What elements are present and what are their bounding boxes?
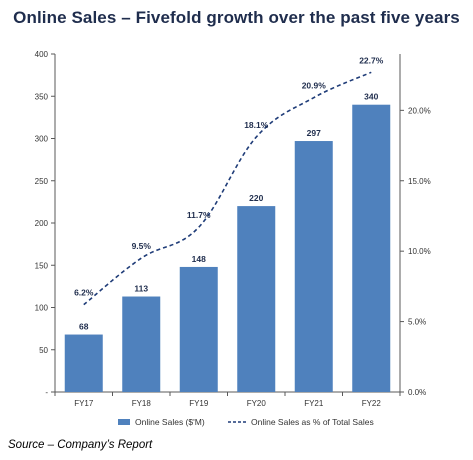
data-labels: 68 113 148 220 297 340 6.2% 9.5% 11.7% 18.1% 20.9%…: [74, 55, 384, 331]
y-right-tick-label: 10.0%: [408, 247, 431, 256]
y-right-tick-label: 5.0%: [408, 318, 426, 327]
bar: [64, 334, 103, 392]
y-left-tick-label: 300: [35, 135, 49, 144]
x-tick-label: FY20: [247, 399, 267, 408]
y-right-tick-label: 20.0%: [408, 106, 431, 115]
bar: [294, 141, 333, 392]
y-right-tick-label: 15.0%: [408, 177, 431, 186]
bar: [179, 266, 218, 392]
y-left-tick-label: 150: [35, 261, 49, 270]
line-series: [83, 71, 372, 306]
y-left-tick-label: 400: [35, 50, 49, 59]
bar-value-label: 148: [192, 254, 206, 264]
legend: Online Sales ($'M) Online Sales as % of T…: [118, 417, 374, 427]
y-left-tick-label: -: [45, 388, 48, 397]
axes: - 50 100 150 200 250 300 350 400 0.0% 5.0% 10.0% 15.…: [35, 50, 431, 408]
percent-value-label: 22.7%: [359, 55, 384, 65]
bar: [237, 206, 276, 392]
bar-value-label: 340: [364, 92, 378, 102]
bar-series: [64, 104, 391, 392]
x-tick-label: FY21: [304, 399, 324, 408]
x-tick-label: FY22: [362, 399, 382, 408]
legend-bar-label: Online Sales ($'M): [135, 417, 205, 427]
y-left-tick-label: 250: [35, 177, 49, 186]
x-tick-label: FY17: [74, 399, 94, 408]
percent-value-label: 6.2%: [74, 288, 94, 298]
percent-value-label: 20.9%: [302, 81, 327, 91]
source-note: Source – Company’s Report: [8, 439, 153, 451]
bar-value-label: 297: [307, 128, 321, 138]
chart-title: Online Sales – Fivefold growth over the …: [13, 8, 460, 27]
y-left-tick-label: 350: [35, 92, 49, 101]
y-left-tick-label: 200: [35, 219, 49, 228]
percent-value-label: 11.7%: [187, 210, 211, 220]
bar-value-label: 68: [79, 322, 89, 332]
y-left-tick-label: 100: [35, 304, 49, 313]
bar: [352, 104, 391, 392]
legend-line-label: Online Sales as % of Total Sales: [251, 417, 374, 427]
percent-value-label: 18.1%: [244, 120, 269, 130]
bar-value-label: 113: [134, 284, 148, 294]
x-tick-label: FY19: [189, 399, 209, 408]
y-right-tick-label: 0.0%: [408, 388, 426, 397]
percent-line: [83, 71, 372, 306]
legend-bar-swatch: [118, 419, 130, 425]
bar-value-label: 220: [249, 193, 263, 203]
percent-value-label: 9.5%: [132, 241, 152, 251]
bar: [122, 296, 161, 392]
x-tick-label: FY18: [132, 399, 152, 408]
y-left-tick-label: 50: [39, 346, 48, 355]
